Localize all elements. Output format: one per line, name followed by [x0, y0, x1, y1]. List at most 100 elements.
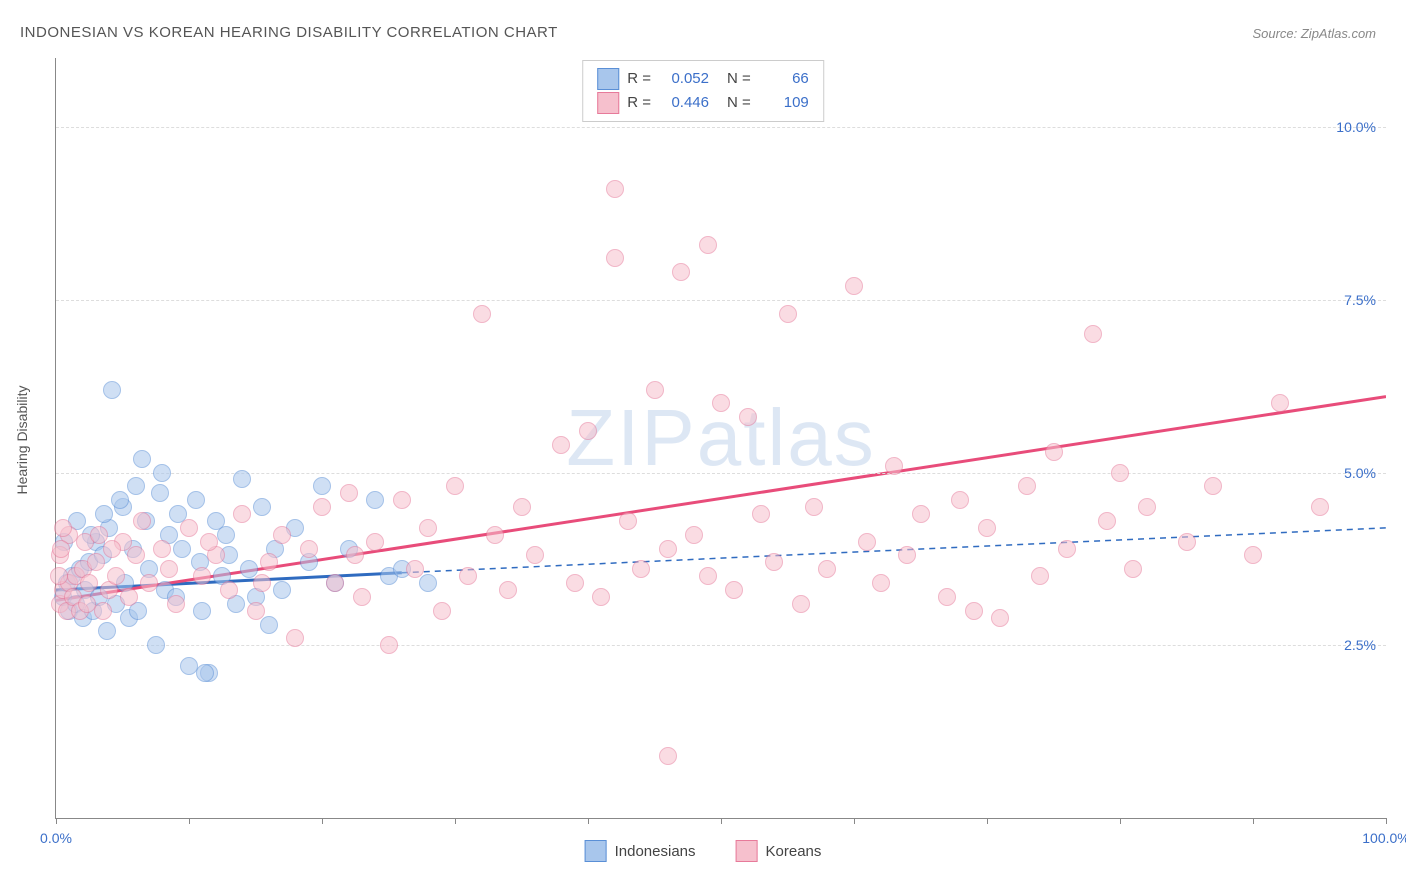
data-point — [646, 381, 664, 399]
data-point — [552, 436, 570, 454]
x-tick — [455, 818, 456, 824]
data-point — [699, 236, 717, 254]
data-point — [167, 595, 185, 613]
data-point — [253, 574, 271, 592]
data-point — [446, 477, 464, 495]
data-point — [912, 505, 930, 523]
data-point — [685, 526, 703, 544]
data-point — [632, 560, 650, 578]
data-point — [80, 574, 98, 592]
data-point — [193, 567, 211, 585]
data-point — [725, 581, 743, 599]
data-point — [792, 595, 810, 613]
data-point — [1018, 477, 1036, 495]
legend-swatch — [585, 840, 607, 862]
data-point — [140, 574, 158, 592]
data-point — [273, 526, 291, 544]
data-point — [247, 602, 265, 620]
data-point — [579, 422, 597, 440]
data-point — [151, 484, 169, 502]
correlation-legend: R =0.052N =66R =0.446N =109 — [582, 60, 824, 122]
data-point — [419, 519, 437, 537]
data-point — [180, 519, 198, 537]
data-point — [366, 533, 384, 551]
legend-n-value: 66 — [759, 67, 809, 91]
data-point — [107, 567, 125, 585]
data-point — [898, 546, 916, 564]
data-point — [120, 588, 138, 606]
data-point — [147, 636, 165, 654]
legend-item: Koreans — [736, 840, 822, 862]
data-point — [566, 574, 584, 592]
data-point — [1124, 560, 1142, 578]
x-tick-label: 100.0% — [1362, 830, 1406, 846]
data-point — [619, 512, 637, 530]
data-point — [779, 305, 797, 323]
data-point — [965, 602, 983, 620]
data-point — [153, 540, 171, 558]
data-point — [606, 249, 624, 267]
y-axis-label: Hearing Disability — [14, 386, 30, 495]
data-point — [187, 491, 205, 509]
data-point — [111, 491, 129, 509]
data-point — [752, 505, 770, 523]
data-point — [286, 629, 304, 647]
data-point — [739, 408, 757, 426]
data-point — [313, 477, 331, 495]
x-tick — [987, 818, 988, 824]
data-point — [858, 533, 876, 551]
data-point — [659, 540, 677, 558]
data-point — [433, 602, 451, 620]
gridline — [56, 127, 1386, 128]
data-point — [845, 277, 863, 295]
chart-title: INDONESIAN VS KOREAN HEARING DISABILITY … — [20, 24, 558, 41]
data-point — [233, 470, 251, 488]
data-point — [133, 512, 151, 530]
data-point — [419, 574, 437, 592]
legend-swatch — [597, 92, 619, 114]
data-point — [499, 581, 517, 599]
data-point — [765, 553, 783, 571]
data-point — [805, 498, 823, 516]
data-point — [978, 519, 996, 537]
legend-label: Koreans — [766, 843, 822, 860]
x-tick — [189, 818, 190, 824]
data-point — [133, 450, 151, 468]
data-point — [260, 553, 278, 571]
data-point — [672, 263, 690, 281]
plot-area: ZIPatlas 2.5%5.0%7.5%10.0%0.0%100.0% — [55, 58, 1386, 819]
trend-lines — [56, 58, 1386, 818]
data-point — [1204, 477, 1222, 495]
data-point — [87, 553, 105, 571]
data-point — [200, 533, 218, 551]
data-point — [486, 526, 504, 544]
legend-r-label: R = — [627, 67, 651, 91]
data-point — [885, 457, 903, 475]
data-point — [103, 540, 121, 558]
data-point — [300, 540, 318, 558]
data-point — [220, 581, 238, 599]
legend-r-value: 0.446 — [659, 91, 709, 115]
data-point — [1138, 498, 1156, 516]
data-point — [253, 498, 271, 516]
x-tick — [588, 818, 589, 824]
data-point — [951, 491, 969, 509]
data-point — [526, 546, 544, 564]
y-tick-label: 10.0% — [1336, 119, 1376, 135]
data-point — [459, 567, 477, 585]
data-point — [1271, 394, 1289, 412]
data-point — [1111, 464, 1129, 482]
gridline — [56, 645, 1386, 646]
legend-swatch — [597, 68, 619, 90]
data-point — [1311, 498, 1329, 516]
x-tick — [56, 818, 57, 824]
x-tick — [322, 818, 323, 824]
legend-r-value: 0.052 — [659, 67, 709, 91]
data-point — [592, 588, 610, 606]
data-point — [380, 636, 398, 654]
data-point — [313, 498, 331, 516]
x-tick — [854, 818, 855, 824]
data-point — [346, 546, 364, 564]
legend-label: Indonesians — [615, 843, 696, 860]
data-point — [193, 602, 211, 620]
